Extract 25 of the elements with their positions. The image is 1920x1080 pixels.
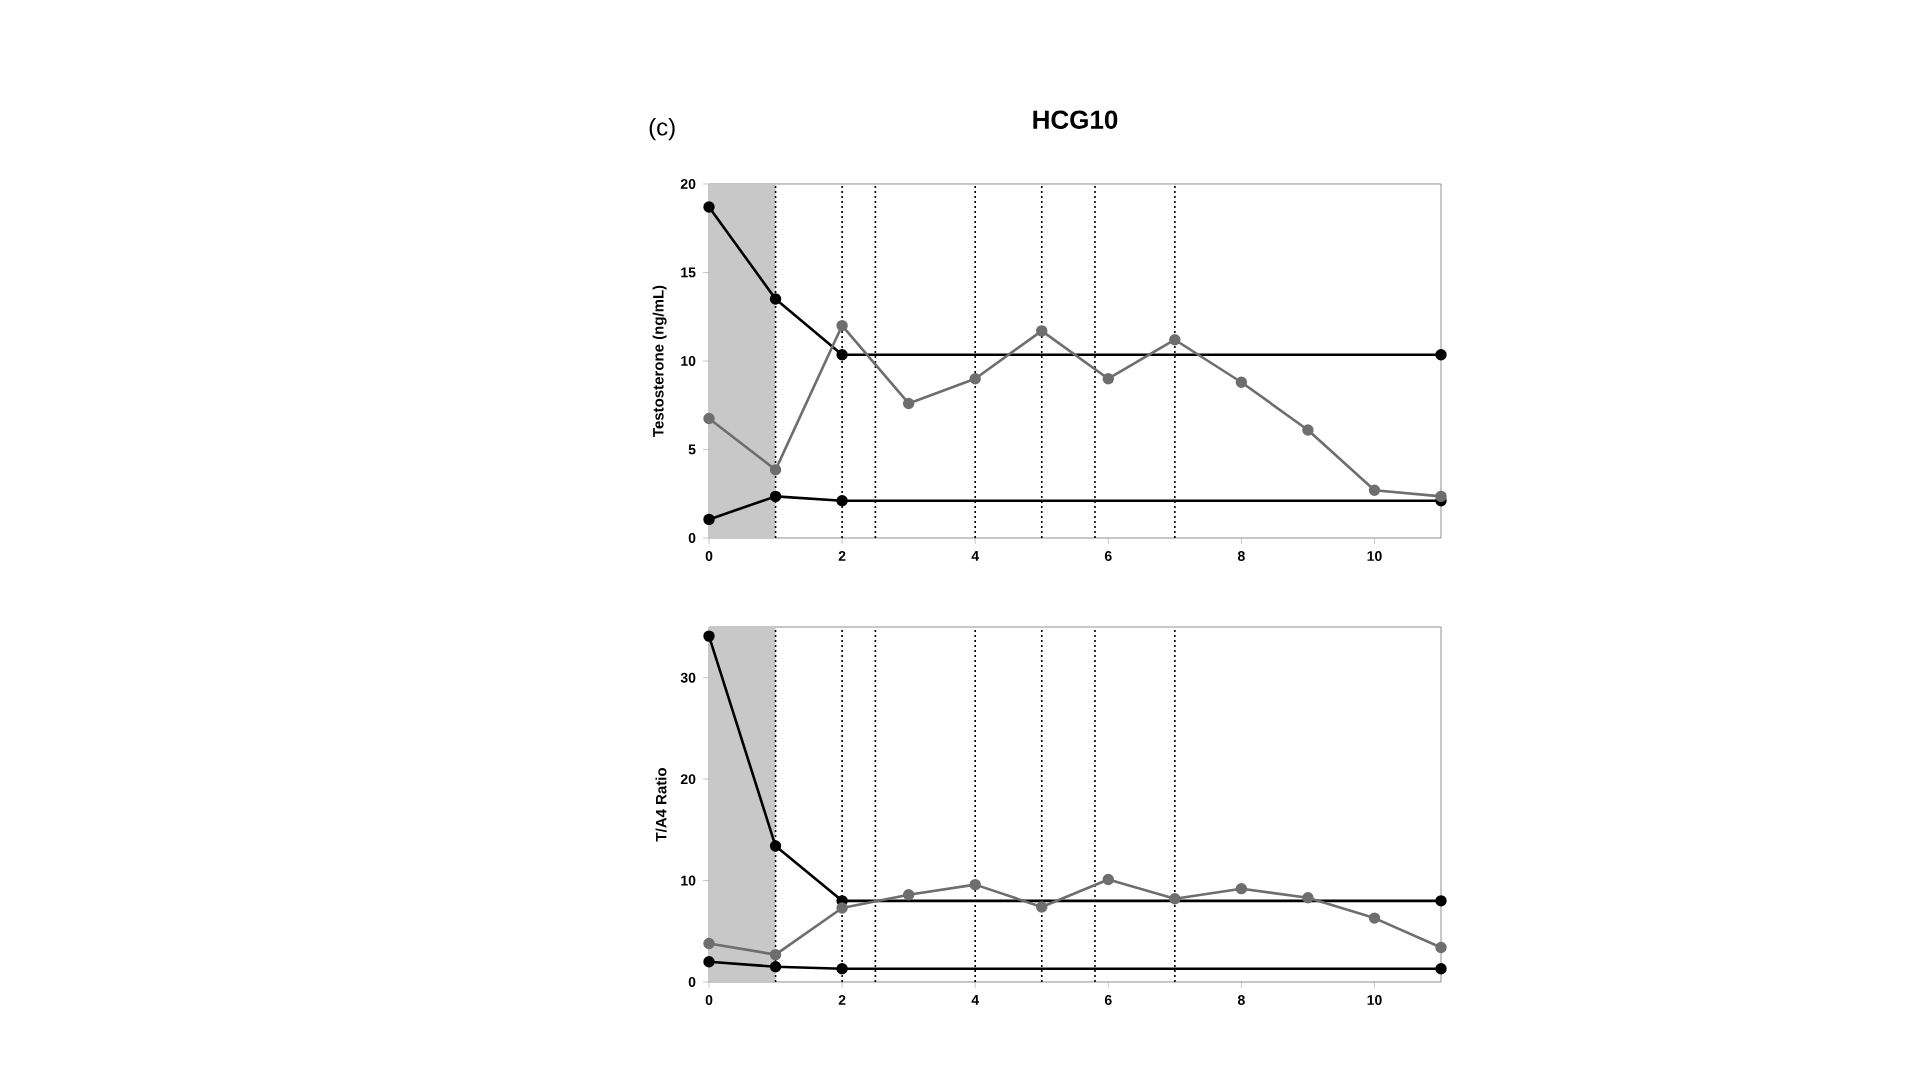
y-tick-label: 10 (681, 875, 696, 886)
text: (c) (649, 117, 675, 141)
y-axis-title: Testosterone (ng/mL) (652, 285, 667, 437)
y-tick-label: 10 (681, 356, 696, 366)
x-tick-label: 8 (1237, 995, 1245, 1005)
x-tick-label: 0 (705, 551, 713, 561)
x-tick-label: 10 (1367, 995, 1382, 1005)
y-axis-title: T/A4 Ratio (655, 768, 667, 842)
x-tick-label: 6 (1104, 551, 1112, 561)
x-tick-label: 6 (1104, 995, 1112, 1005)
x-tick-label: 2 (838, 995, 846, 1005)
y-tick-label: 30 (680, 672, 696, 683)
x-tick-label: 2 (838, 551, 846, 561)
y-tick-label: 20 (680, 774, 696, 785)
y-tick-label: 5 (688, 444, 696, 455)
x-tick-label: 8 (1237, 551, 1245, 561)
x-tick-label: 4 (971, 995, 980, 1005)
x-tick-label: 0 (705, 995, 713, 1005)
x-tick-label: 4 (971, 551, 980, 561)
y-tick-label: 15 (681, 267, 696, 278)
y-tick-label: 20 (680, 179, 696, 189)
y-tick-label: 0 (688, 977, 696, 987)
chart-title: HCG10 (1033, 110, 1118, 129)
y-tick-label: 0 (688, 533, 696, 543)
x-tick-label: 10 (1367, 551, 1382, 561)
